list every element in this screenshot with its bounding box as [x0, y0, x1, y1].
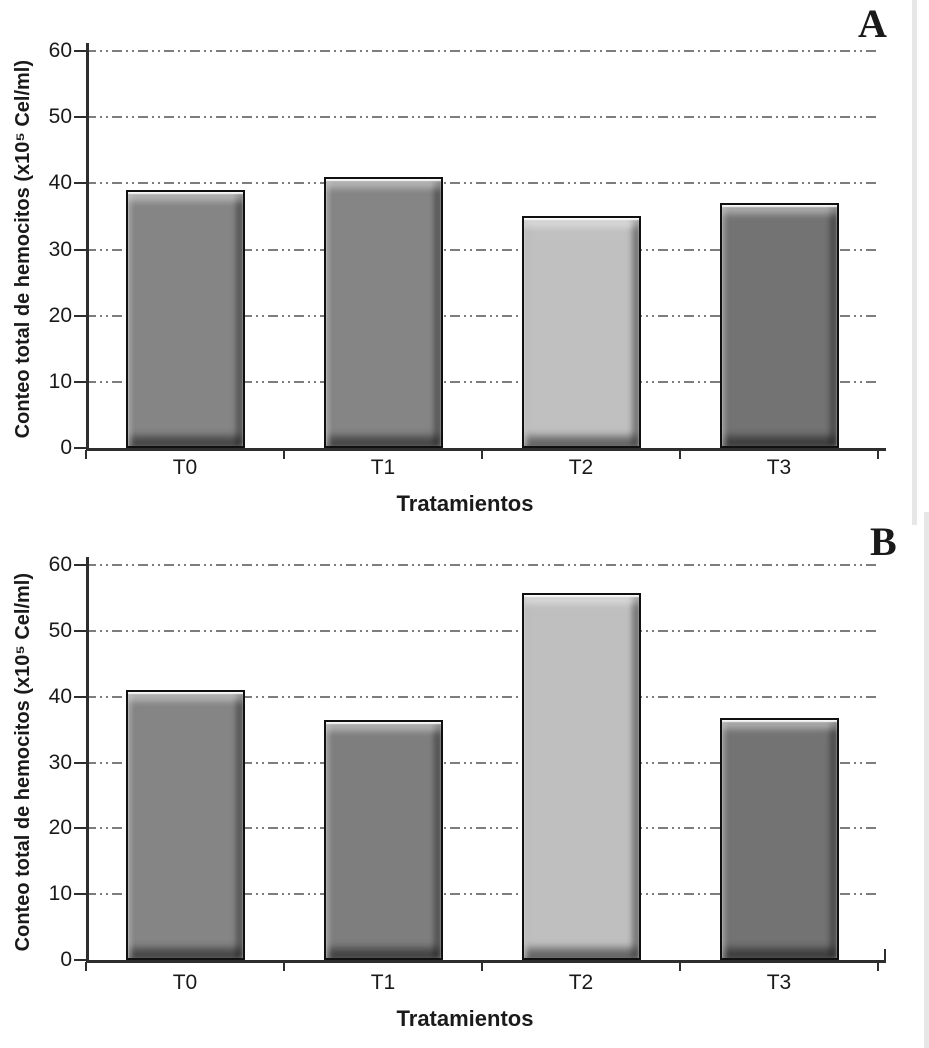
gridline-10-panel-a [86, 380, 878, 383]
x-tick-label-t2-panel-a: T2 [568, 456, 594, 479]
x-tick-label-t1-panel-a: T1 [370, 456, 396, 479]
y-axis-title-text-panel-a: Conteo total de hemocitos (x10⁵ Cel/ml) [11, 60, 34, 439]
gridline-40-panel-b [86, 695, 878, 698]
bar-t3-panel-b [719, 717, 839, 960]
gridline-20-panel-a [86, 314, 878, 317]
y-tick-label-60-panel-a: 60 [48, 39, 72, 62]
y-tick-10-panel-b [74, 893, 87, 896]
bar-t0-panel-b [125, 690, 245, 960]
x-tick-label-t2-panel-b: T2 [568, 971, 594, 994]
y-axis-panel-b [86, 557, 89, 963]
y-tick-label-10-panel-a: 10 [48, 369, 72, 393]
gridline-50-panel-a [86, 116, 878, 119]
bar-t0-panel-a [125, 189, 245, 448]
y-tick-label-50-panel-a: 50 [48, 105, 72, 129]
y-tick-label-40-panel-a: 40 [48, 171, 72, 195]
x-tick-boundary-3-panel-a [679, 450, 681, 459]
page-edge-line-top [912, 0, 917, 525]
y-tick-40-panel-a [74, 182, 87, 185]
y-tick-label-30-panel-b: 30 [48, 750, 72, 774]
y-tick-0-panel-a [74, 447, 87, 449]
y-tick-label-50-panel-b: 50 [48, 618, 72, 642]
gridline-10-panel-b [86, 893, 878, 896]
gridline-50-panel-b [86, 629, 878, 632]
x-tick-label-t3-panel-b: T3 [766, 971, 792, 994]
panel-letter-a: A [858, 1, 887, 46]
panel-letter-b: B [870, 519, 897, 564]
x-tick-boundary-2-panel-a [481, 450, 483, 459]
y-tick-label-20-panel-a: 20 [48, 303, 72, 327]
x-tick-boundary-4-panel-b [877, 962, 879, 971]
gridline-60-panel-b [86, 564, 878, 566]
gridline-30-panel-b [86, 761, 878, 764]
x-tick-boundary-3-panel-b [679, 962, 681, 971]
y-tick-label-20-panel-b: 20 [48, 816, 72, 840]
y-axis-panel-a [86, 43, 89, 451]
x-tick-boundary-0-panel-b [85, 962, 87, 971]
y-tick-label-60-panel-b: 60 [48, 553, 72, 576]
y-tick-50-panel-b [74, 629, 87, 632]
x-axis-title-panel-a: Tratamientos [396, 491, 534, 516]
x-tick-boundary-0-panel-a [85, 450, 87, 459]
y-tick-0-panel-b [74, 959, 87, 961]
y-tick-50-panel-a [74, 116, 87, 119]
y-axis-title-panel-a: Conteo total de hemocitos (x10⁵ Cel/ml) [2, 51, 44, 448]
x-tick-boundary-4-panel-a [877, 450, 879, 459]
y-tick-40-panel-b [74, 695, 87, 698]
y-tick-30-panel-b [74, 761, 87, 764]
y-tick-label-10-panel-b: 10 [48, 882, 72, 906]
gridline-40-panel-a [86, 182, 878, 185]
y-tick-30-panel-a [74, 248, 87, 251]
page-edge-line-bottom [924, 512, 929, 1048]
x-tick-boundary-2-panel-b [481, 962, 483, 971]
x-tick-label-t1-panel-b: T1 [370, 971, 396, 994]
y-tick-20-panel-b [74, 827, 87, 830]
x-tick-label-t3-panel-a: T3 [766, 456, 792, 479]
y-tick-20-panel-a [74, 314, 87, 317]
bar-t2-panel-a [521, 216, 641, 448]
gridline-60-panel-a [86, 50, 878, 52]
bar-t3-panel-a [719, 203, 839, 448]
y-tick-10-panel-a [74, 380, 87, 383]
x-tick-label-t0-panel-b: T0 [172, 971, 198, 994]
y-tick-label-30-panel-a: 30 [48, 237, 72, 261]
x-axis-panel-b [86, 960, 886, 963]
x-axis-title-panel-b: Tratamientos [396, 1006, 534, 1031]
y-tick-label-0-panel-b: 0 [60, 948, 72, 971]
x-tick-label-t0-panel-a: T0 [172, 456, 198, 479]
y-tick-60-panel-a [74, 50, 87, 52]
y-axis-title-panel-b: Conteo total de hemocitos (x10⁵ Cel/ml) [2, 565, 44, 960]
gridline-20-panel-b [86, 827, 878, 830]
gridline-30-panel-a [86, 248, 878, 251]
x-tick-boundary-1-panel-a [283, 450, 285, 459]
bar-t2-panel-b [521, 592, 641, 960]
y-tick-label-40-panel-b: 40 [48, 684, 72, 708]
bar-t1-panel-a [323, 176, 443, 448]
x-tick-boundary-1-panel-b [283, 962, 285, 971]
bar-t1-panel-b [323, 719, 443, 960]
y-tick-label-0-panel-a: 0 [60, 436, 72, 459]
x-axis-end-tick-panel-b [884, 949, 886, 962]
y-axis-title-text-panel-b: Conteo total de hemocitos (x10⁵ Cel/ml) [11, 573, 34, 952]
y-tick-60-panel-b [74, 564, 87, 566]
x-axis-panel-a [86, 448, 886, 451]
